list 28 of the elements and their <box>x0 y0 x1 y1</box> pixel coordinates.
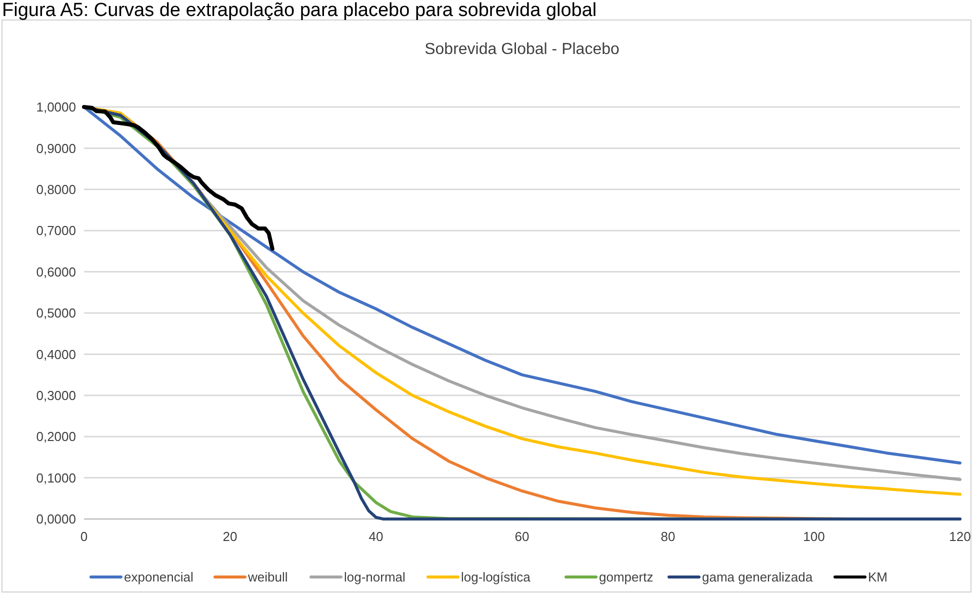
legend-label: gompertz <box>599 570 654 585</box>
y-tick-label: 0,2000 <box>36 429 76 444</box>
y-tick-label: 0,0000 <box>36 512 76 527</box>
y-tick-label: 0,4000 <box>36 346 76 362</box>
y-tick-label: 0,3000 <box>36 388 76 403</box>
y-tick-label: 1,0000 <box>36 100 76 115</box>
legend-label: gama generalizada <box>702 570 814 585</box>
line-series <box>82 105 274 251</box>
y-tick-label: 0,6000 <box>36 264 76 280</box>
y-tick-label: 0,5000 <box>36 306 76 321</box>
x-tick-label: 60 <box>514 529 530 544</box>
legend-label: exponencial <box>124 570 194 585</box>
y-tick-label: 0,7000 <box>36 223 76 238</box>
x-tick-label: 0 <box>80 529 88 544</box>
y-tick-label: 0,1000 <box>36 470 76 486</box>
x-tick-label: 120 <box>949 529 971 544</box>
chart-title: Figura A5: Curvas de extrapolação para placebo para sobrevida global <box>2 0 597 21</box>
x-tick-label: 20 <box>222 529 238 544</box>
legend-label: weibull <box>247 570 288 585</box>
x-tick-label: 100 <box>803 529 825 544</box>
x-tick-label: 40 <box>368 529 384 544</box>
legend-label: KM <box>868 570 888 585</box>
y-tick-label: 0,8000 <box>36 182 76 197</box>
legend-label: log-normal <box>344 570 406 585</box>
y-tick-label: 0,9000 <box>36 140 76 156</box>
x-tick-label: 80 <box>660 529 676 544</box>
legend-label: log-logística <box>461 570 532 585</box>
chart-subtitle: Sobrevida Global - Placebo <box>424 41 620 58</box>
